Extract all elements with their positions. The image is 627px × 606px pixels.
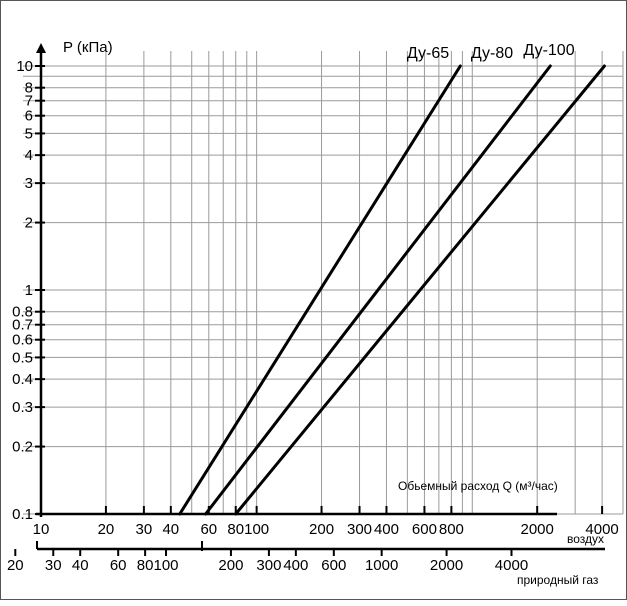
x-tick-label: 2000 xyxy=(521,521,554,538)
x-tick-label: 300 xyxy=(347,521,372,538)
series-line-1 xyxy=(178,64,462,516)
y-tick-label: 0.6 xyxy=(12,332,33,349)
x2-tick-label: 1000 xyxy=(365,557,398,574)
y-tick-label: 0.1 xyxy=(12,506,33,523)
x2-tick-label: 40 xyxy=(72,557,89,574)
y-tick-label: 7 xyxy=(25,93,33,110)
series-label-2: Ду-80 xyxy=(471,45,513,62)
x2-tick-label: 4000 xyxy=(495,557,528,574)
x-tick-label: 40 xyxy=(162,521,179,538)
x-axis-primary-name: воздух xyxy=(567,532,604,546)
x-tick-label: 10 xyxy=(33,521,50,538)
x-tick-label: 20 xyxy=(98,521,115,538)
y-tick-label: 6 xyxy=(25,108,33,125)
x-axis-secondary-name: природный газ xyxy=(517,573,599,587)
series-label-1: Ду-65 xyxy=(407,45,449,62)
flow-rate-caption: Обьемный расход Q (м³/час) xyxy=(398,479,558,493)
x2-tick-label: 300 xyxy=(256,557,281,574)
x2-tick-label: 20 xyxy=(7,557,24,574)
y-tick-label: 2 xyxy=(25,215,33,232)
x2-tick-label: 60 xyxy=(110,557,127,574)
series-line-3 xyxy=(234,64,606,516)
x-tick-label: 30 xyxy=(136,521,153,538)
x-tick-label: 400 xyxy=(374,521,399,538)
x2-tick-label: 400 xyxy=(283,557,308,574)
x2-tick-label: 30 xyxy=(45,557,62,574)
x-tick-label: 60 xyxy=(200,521,217,538)
x-tick-label: 4000 xyxy=(585,521,618,538)
x-tick-label: 800 xyxy=(439,521,464,538)
y-tick-label: 10 xyxy=(16,58,33,75)
x-tick-label: 600 xyxy=(412,521,437,538)
x-tick-label: 100 xyxy=(244,521,269,538)
y-tick-label: 4 xyxy=(25,147,33,164)
y-tick-label: 8 xyxy=(25,80,33,97)
y-tick-label: 5 xyxy=(25,125,33,142)
x2-tick-label: 80 xyxy=(137,557,154,574)
x-tick-label: 200 xyxy=(309,521,334,538)
y-tick-label: 1 xyxy=(25,282,33,299)
x-tick-label: 80 xyxy=(227,521,244,538)
series-line-2 xyxy=(204,64,552,516)
y-axis-title: P (кПа) xyxy=(63,39,113,56)
x2-tick-label: 200 xyxy=(218,557,243,574)
x2-tick-label: 2000 xyxy=(430,557,463,574)
series-lines xyxy=(178,64,606,516)
y-tick-label: 0.5 xyxy=(12,349,33,366)
y-tick-label: 0.8 xyxy=(12,304,33,321)
y-tick-label: 3 xyxy=(25,175,33,192)
y-tick-label: 0.2 xyxy=(12,439,33,456)
y-tick-label: 0.4 xyxy=(12,371,33,388)
y-tick-label: 0.7 xyxy=(12,317,33,334)
y-tick-label: 0.3 xyxy=(12,399,33,416)
x2-tick-label: 100 xyxy=(154,557,179,574)
y-axis-arrow xyxy=(36,43,46,53)
axes xyxy=(14,43,605,556)
series-label-3: Ду-100 xyxy=(523,42,574,59)
x2-tick-label: 600 xyxy=(321,557,346,574)
